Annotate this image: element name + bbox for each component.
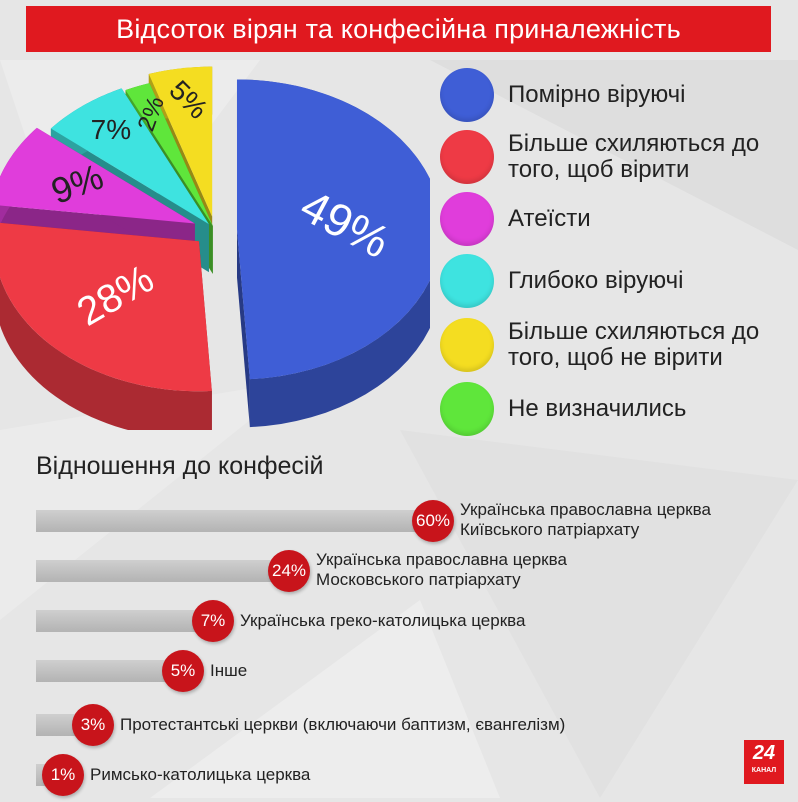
bar-row: 60% Українська православна церква Київськ… — [0, 498, 798, 548]
bar-category-label: Інше — [210, 661, 248, 680]
legend-swatch — [440, 192, 494, 246]
bar-category-label: Українська православна церква Київського… — [460, 500, 711, 539]
legend-item: Атеїсти — [440, 192, 798, 246]
pie-slice-wall — [236, 229, 250, 428]
logo-caption: КАНАЛ — [751, 767, 777, 774]
bar-row: 24% Українська православна церква Московс… — [0, 548, 798, 598]
bar-chart: 60% Українська православна церква Київськ… — [0, 490, 798, 796]
legend-item: Глибоко віруючі — [440, 254, 798, 308]
bar-row: 7% Українська греко-католицька церква — [0, 598, 798, 648]
bar-value-badge: 3% — [72, 704, 114, 746]
bar-track — [36, 660, 166, 682]
legend-label: Не визначились — [508, 395, 687, 422]
page-title: Відсоток вірян та конфесійна приналежніс… — [116, 13, 681, 44]
bar-value-badge: 5% — [162, 650, 204, 692]
legend-item: Більше схиляються до того, щоб не вірити — [440, 318, 798, 372]
pie-slice — [50, 88, 209, 225]
pie-slice — [0, 127, 195, 224]
bar-row: 3% Протестантські церкви (включаючи бапти… — [0, 702, 798, 752]
bar-category-label: Протестантські церкви (включаючи баптизм… — [120, 715, 566, 734]
legend-label: Глибоко віруючі — [508, 267, 684, 294]
logo-number: 24 — [752, 742, 776, 764]
legend-label: Більше схиляються до того, щоб вірити — [508, 130, 760, 183]
title-banner: Відсоток вірян та конфесійна приналежніс… — [26, 6, 771, 52]
pie-value-label: 7% — [91, 114, 131, 145]
bar-row: 1% Римсько-католицька церква — [0, 752, 798, 802]
legend-item: Помірно віруючі — [440, 68, 798, 122]
pie-legend: Помірно віруючі Більше схиляються до тог… — [440, 68, 795, 448]
legend-swatch — [440, 68, 494, 122]
bar-value-badge: 60% — [412, 500, 454, 542]
legend-label: Атеїсти — [508, 205, 591, 232]
pie-slice-rim — [0, 277, 212, 430]
bar-track — [36, 610, 196, 632]
legend-swatch — [440, 382, 494, 436]
pie-chart: 49%28%9%7% 2%5% — [0, 66, 430, 430]
legend-swatch — [440, 130, 494, 184]
pie-slice — [148, 66, 213, 217]
legend-swatch — [440, 318, 494, 372]
legend-item: Більше схиляються до того, щоб вірити — [440, 130, 798, 184]
channel-logo: 24 КАНАЛ — [744, 740, 784, 784]
bar-value-badge: 1% — [42, 754, 84, 796]
legend-label: Помірно віруючі — [508, 81, 686, 108]
pie-slice — [0, 222, 212, 392]
bar-value-badge: 24% — [268, 550, 310, 592]
bar-track — [36, 560, 272, 582]
bar-category-label: Українська православна церква Московсько… — [316, 550, 567, 589]
pie-slice — [236, 79, 430, 380]
bar-track — [36, 510, 416, 532]
bar-track — [36, 714, 76, 736]
bar-row: 5% Інше — [0, 648, 798, 698]
pie-slice — [125, 83, 213, 226]
legend-item: Не визначились — [440, 382, 798, 436]
legend-swatch — [440, 254, 494, 308]
legend-label: Більше схиляються до того, щоб не вірити — [508, 318, 760, 371]
bar-category-label: Українська греко-католицька церква — [240, 611, 526, 630]
bar-track — [36, 764, 46, 786]
bar-chart-title: Відношення до конфесій — [36, 452, 324, 480]
bar-value-badge: 7% — [192, 600, 234, 642]
bar-category-label: Римсько-католицька церква — [90, 765, 311, 784]
